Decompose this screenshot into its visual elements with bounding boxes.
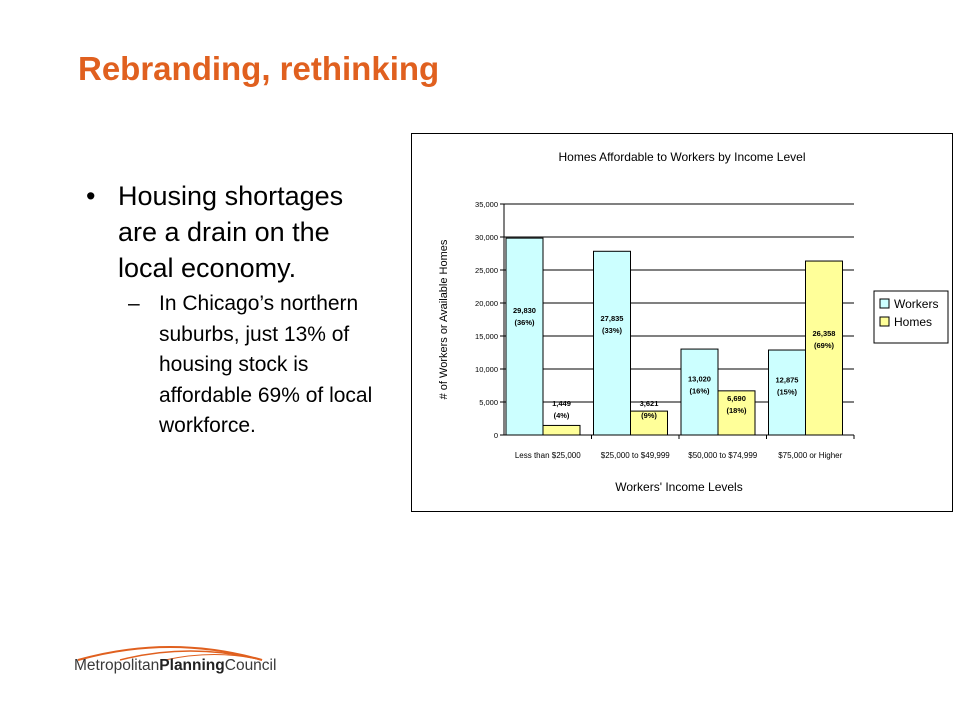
data-label-percent: (69%)	[814, 341, 835, 350]
legend-swatch	[879, 316, 890, 327]
x-tick-label: $50,000 to $74,999	[688, 451, 758, 460]
sub-bullet-dash: –	[128, 292, 140, 315]
data-label: 13,020	[688, 375, 711, 384]
data-label: 6,690	[727, 394, 746, 403]
x-tick-label: $25,000 to $49,999	[601, 451, 671, 460]
bullet-dot: •	[86, 181, 96, 211]
bar-workers	[768, 349, 806, 436]
data-label: 3,621	[640, 399, 659, 408]
data-label-percent: (15%)	[777, 387, 798, 396]
y-tick-label: 35,000	[475, 200, 498, 209]
legend-label: Homes	[894, 315, 932, 329]
x-tick-label: $75,000 or Higher	[778, 451, 842, 460]
logo-text-planning: Planning	[159, 657, 225, 674]
sub-bullet-item: – In Chicago’s northern suburbs, just 13…	[86, 289, 386, 442]
y-tick-label: 15,000	[475, 332, 498, 341]
chart-container: Homes Affordable to Workers by Income Le…	[411, 133, 953, 512]
bar-workers	[593, 250, 631, 436]
logo-text: MetropolitanPlanningCouncil	[74, 657, 276, 675]
data-label-percent: (9%)	[641, 411, 657, 420]
data-label-percent: (4%)	[554, 411, 570, 420]
data-label: 26,358	[813, 329, 836, 338]
slide-title: Rebranding, rethinking	[78, 50, 440, 87]
bullet-list: • Housing shortages are a drain on the l…	[86, 178, 386, 442]
legend-swatch	[879, 298, 890, 309]
y-tick-label: 10,000	[475, 365, 498, 374]
y-tick-label: 30,000	[475, 233, 498, 242]
chart-title: Homes Affordable to Workers by Income Le…	[558, 150, 805, 164]
data-label-percent: (16%)	[689, 387, 710, 396]
bar-workers	[680, 348, 719, 436]
bullet-text: Housing shortages are a drain on the loc…	[118, 181, 344, 283]
bar-chart: Homes Affordable to Workers by Income Le…	[438, 150, 949, 494]
y-tick-label: 25,000	[475, 266, 498, 275]
x-axis-label: Workers' Income Levels	[615, 480, 742, 494]
data-label-percent: (33%)	[602, 326, 623, 335]
sub-bullet-text: In Chicago’s northern suburbs, just 13% …	[159, 292, 373, 437]
bar-homes	[717, 390, 756, 436]
y-tick-label: 5,000	[479, 398, 498, 407]
bullet-item: • Housing shortages are a drain on the l…	[86, 178, 386, 286]
y-tick-label: 0	[494, 431, 498, 440]
y-axis-label: # of Workers or Available Homes	[438, 239, 450, 399]
bar-workers	[505, 237, 544, 436]
legend-label: Workers	[894, 297, 938, 311]
data-label-percent: (18%)	[726, 406, 747, 415]
bar-homes	[630, 410, 668, 436]
data-label: 12,875	[776, 375, 799, 384]
data-label: 1,449	[552, 399, 571, 408]
bar-homes	[542, 424, 581, 436]
y-tick-label: 20,000	[475, 299, 498, 308]
data-label: 27,835	[601, 314, 624, 323]
logo-text-metropolitan: Metropolitan	[74, 657, 160, 674]
logo-arc-icon	[77, 646, 263, 661]
logo: MetropolitanPlanningCouncil	[70, 640, 276, 680]
data-label: 29,830	[513, 306, 536, 315]
x-tick-label: Less than $25,000	[515, 451, 581, 460]
bar-homes	[805, 260, 843, 436]
logo-text-council: Council	[224, 657, 277, 674]
data-label-percent: (36%)	[514, 318, 535, 327]
